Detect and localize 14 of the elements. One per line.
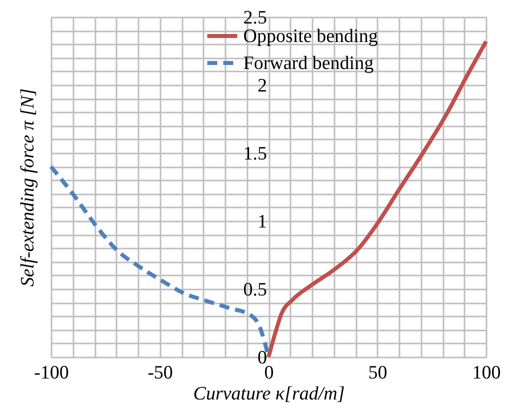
x-tick-label: -100 (34, 362, 69, 384)
y-tick-label: 2.5 (243, 8, 267, 28)
y-tick-label: 1 (258, 212, 267, 232)
x-tick-label: -50 (148, 362, 173, 384)
y-tick-label: 1.5 (243, 144, 267, 164)
x-tick-label: 50 (368, 362, 388, 384)
y-axis-title: Self-extending force π [N] (18, 88, 38, 287)
x-tick-label: 100 (472, 362, 501, 384)
legend-label: Forward bending (243, 53, 374, 74)
x-axis-title: Curvature κ[rad/m] (193, 384, 345, 404)
y-tick-label: 0.5 (243, 280, 267, 300)
y-tick-label: 2 (258, 76, 267, 96)
y-tick-label: 0 (258, 348, 267, 368)
legend-label: Opposite bending (243, 26, 378, 47)
